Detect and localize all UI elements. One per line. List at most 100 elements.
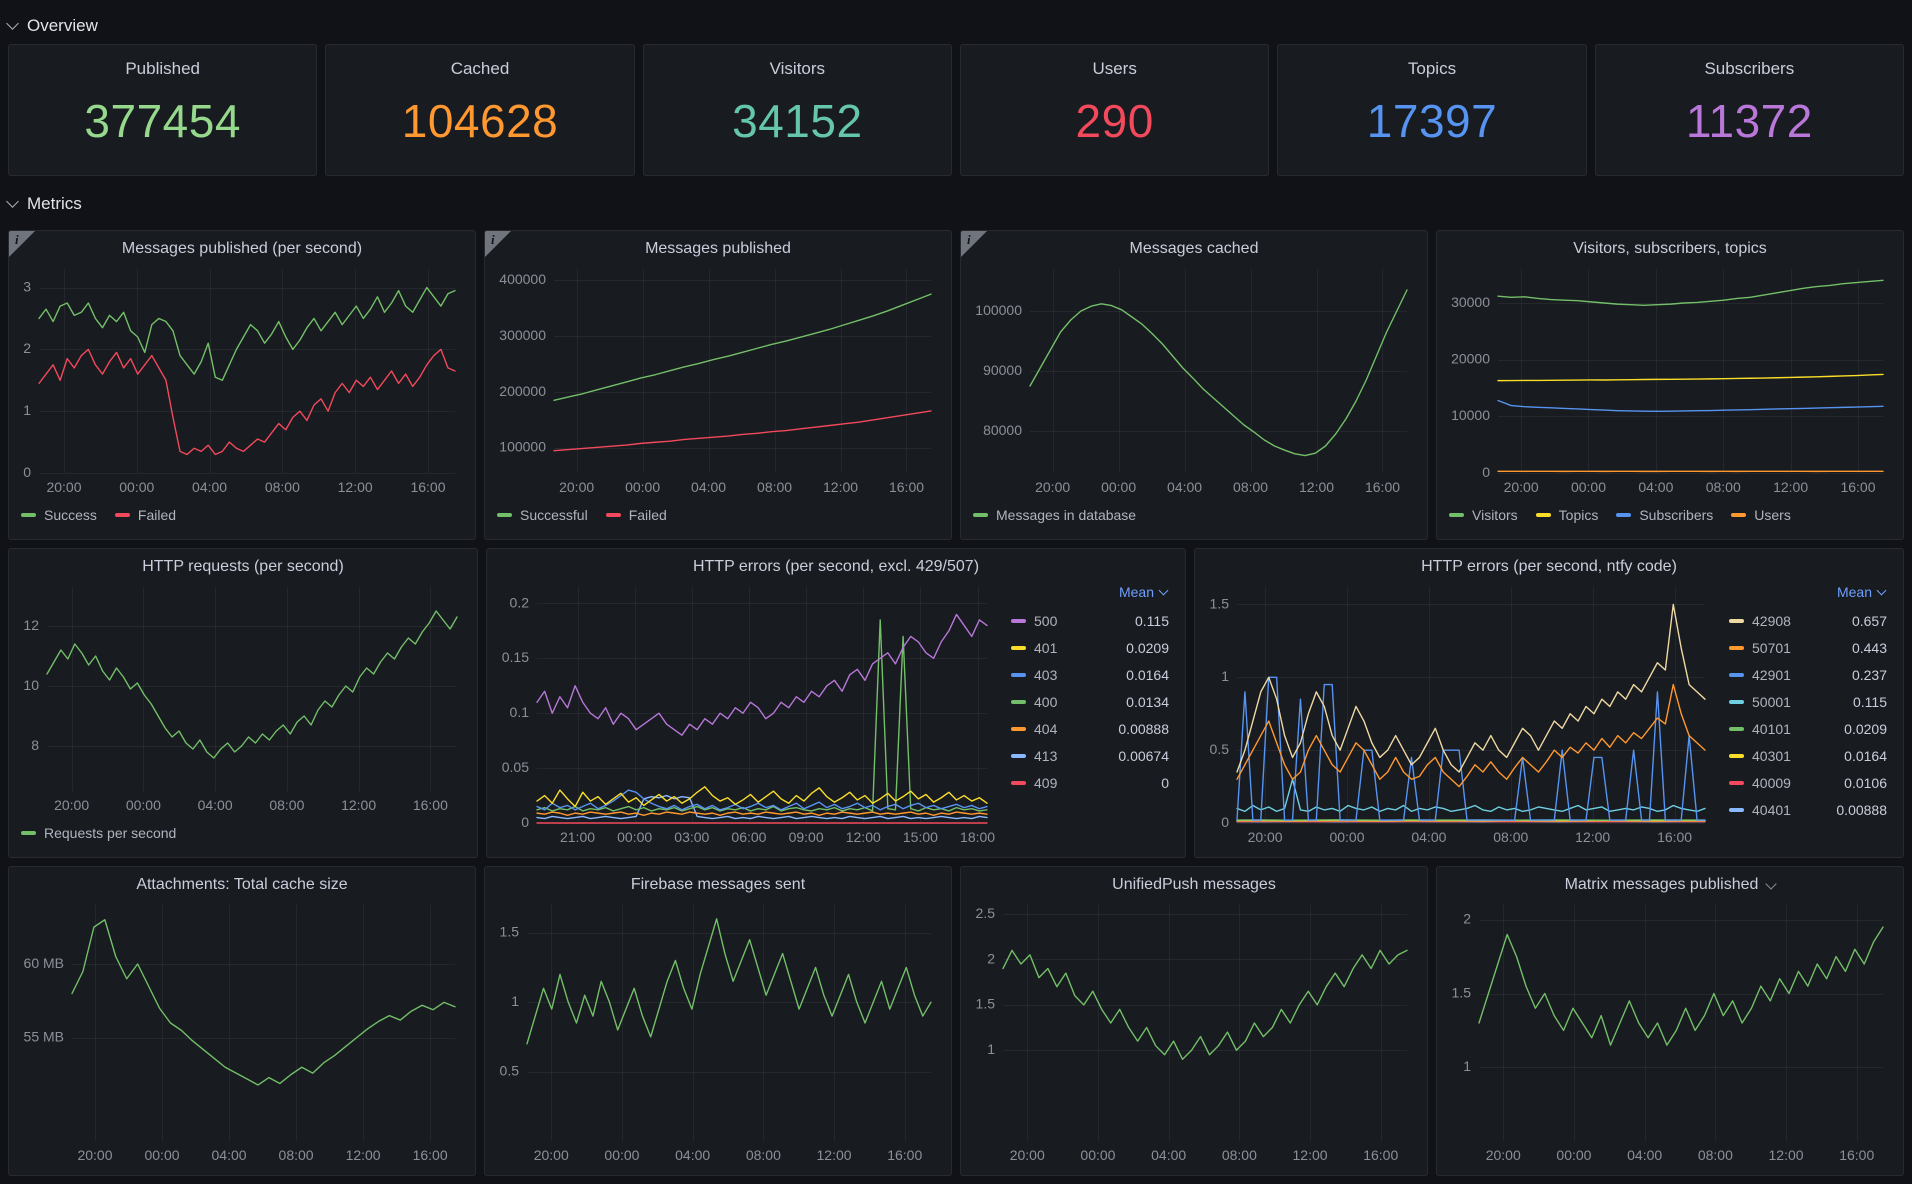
legend-row[interactable]: 500 0.115: [1011, 607, 1169, 634]
legend-row[interactable]: 42908 0.657: [1729, 607, 1887, 634]
chart-canvas[interactable]: [19, 261, 465, 501]
stat-panel-topics: Topics 17397: [1277, 44, 1587, 176]
chart-canvas[interactable]: [19, 897, 465, 1169]
metrics-row-2: HTTP requests (per second) Requests per …: [8, 548, 1904, 858]
legend-item[interactable]: Subscribers: [1616, 507, 1713, 523]
chart-messages-cached[interactable]: [971, 261, 1417, 501]
chart-canvas[interactable]: [495, 897, 941, 1169]
stat-value: 377454: [84, 95, 241, 147]
stat-label: Topics: [1407, 59, 1457, 78]
legend-swatch-icon: [1729, 618, 1744, 623]
panel-title[interactable]: Messages published: [645, 240, 791, 257]
legend-mean-header[interactable]: Mean: [1729, 581, 1887, 607]
legend-swatch-icon: [114, 513, 130, 517]
legend-row[interactable]: 403 0.0164: [1011, 661, 1169, 688]
panel-title[interactable]: UnifiedPush messages: [1112, 876, 1276, 893]
chart-canvas[interactable]: [971, 261, 1417, 501]
panel-title[interactable]: Messages published (per second): [121, 240, 363, 257]
row-header-overview[interactable]: Overview: [6, 8, 1904, 44]
chart-attachments-cache-size[interactable]: [19, 897, 465, 1169]
stat-value: 290: [1075, 95, 1154, 147]
legend-row[interactable]: 400 0.0134: [1011, 688, 1169, 715]
chevron-down-icon: [6, 17, 19, 30]
legend-item[interactable]: Failed: [605, 507, 667, 523]
chart-canvas[interactable]: [971, 897, 1417, 1169]
chart-legend: Success Failed: [19, 501, 465, 533]
panel-title[interactable]: Attachments: Total cache size: [136, 876, 348, 893]
panel-title[interactable]: HTTP errors (per second, excl. 429/507): [692, 558, 980, 575]
legend-item[interactable]: Messages in database: [973, 507, 1136, 523]
legend-mean-value: 0.443: [1851, 639, 1887, 656]
legend-swatch-icon: [973, 513, 988, 517]
legend-series-label: 40101: [1752, 720, 1791, 737]
chart-http-errors-excl[interactable]: [497, 579, 997, 851]
chart-matrix-messages[interactable]: [1447, 897, 1893, 1169]
chart-http-requests[interactable]: [19, 579, 467, 819]
legend-item[interactable]: Failed: [114, 507, 176, 523]
legend-series-label: 409: [1034, 774, 1058, 791]
legend-row[interactable]: 40009 0.0106: [1729, 769, 1887, 796]
legend-row[interactable]: 40301 0.0164: [1729, 742, 1887, 769]
chart-legend: Visitors Topics Subscribers Users: [1447, 501, 1893, 533]
panel-title[interactable]: Messages cached: [1129, 240, 1259, 257]
legend-item[interactable]: Successful: [497, 507, 588, 523]
legend-row[interactable]: 40401 0.00888: [1729, 796, 1887, 823]
legend-item[interactable]: Success: [21, 507, 97, 523]
chart-messages-published-per-second[interactable]: [19, 261, 465, 501]
panel-unifiedpush-messages: UnifiedPush messages: [960, 866, 1428, 1176]
chart-canvas[interactable]: [1205, 579, 1715, 851]
stat-panel-subscribers: Subscribers 11372: [1594, 44, 1904, 176]
chevron-down-icon: [1158, 585, 1169, 596]
chevron-down-icon[interactable]: [1765, 877, 1778, 890]
chart-messages-published[interactable]: [495, 261, 941, 501]
legend-swatch-icon: [1011, 699, 1026, 704]
legend-item[interactable]: Requests per second: [21, 825, 176, 841]
legend-row[interactable]: 401 0.0209: [1011, 634, 1169, 661]
chart-canvas[interactable]: [19, 579, 467, 819]
legend-swatch-icon: [1011, 672, 1026, 677]
legend-swatch-icon: [1729, 645, 1744, 650]
legend-item[interactable]: Visitors: [1449, 507, 1518, 523]
chart-canvas[interactable]: [497, 579, 997, 851]
chart-firebase-messages[interactable]: [495, 897, 941, 1169]
chart-visitors-subscribers-topics[interactable]: [1447, 261, 1893, 501]
panel-title[interactable]: Firebase messages sent: [630, 876, 806, 893]
legend-row[interactable]: 42901 0.237: [1729, 661, 1887, 688]
panel-title[interactable]: Visitors, subscribers, topics: [1573, 240, 1767, 257]
legend-item[interactable]: Users: [1731, 507, 1791, 523]
legend-row[interactable]: 404 0.00888: [1011, 715, 1169, 742]
legend-swatch-icon: [1731, 513, 1747, 517]
chart-unifiedpush-messages[interactable]: [971, 897, 1417, 1169]
chart-canvas[interactable]: [1447, 897, 1893, 1169]
legend-mean-value: 0.0209: [1844, 720, 1887, 737]
panel-messages-published-per-second: i Messages published (per second) Succes…: [8, 230, 476, 540]
panel-title-text: Matrix messages published: [1564, 876, 1759, 893]
legend-row[interactable]: 50701 0.443: [1729, 634, 1887, 661]
legend-row[interactable]: 409 0: [1011, 769, 1169, 796]
legend-mean-value: 0.0164: [1126, 666, 1169, 683]
chart-canvas[interactable]: [1447, 261, 1893, 501]
panel-title[interactable]: HTTP requests (per second): [142, 558, 344, 575]
row-header-metrics[interactable]: Metrics: [6, 186, 1904, 222]
legend-row[interactable]: 413 0.00674: [1011, 742, 1169, 769]
stat-label: Subscribers: [1704, 59, 1795, 78]
legend-series-label: 401: [1034, 639, 1058, 656]
panel-http-requests: HTTP requests (per second) Requests per …: [8, 548, 478, 858]
legend-series-label: 413: [1034, 747, 1058, 764]
panel-attachments-cache-size: Attachments: Total cache size: [8, 866, 476, 1176]
legend-mean-header[interactable]: Mean: [1011, 581, 1169, 607]
legend-series-label: 400: [1034, 693, 1058, 710]
chart-canvas[interactable]: [495, 261, 941, 501]
legend-row[interactable]: 50001 0.115: [1729, 688, 1887, 715]
legend-swatch-icon: [1535, 513, 1551, 517]
legend-mean-value: 0.657: [1851, 612, 1887, 629]
legend-mean-value: 0.0209: [1126, 639, 1169, 656]
legend-row[interactable]: 40101 0.0209: [1729, 715, 1887, 742]
panel-title[interactable]: HTTP errors (per second, ntfy code): [1421, 558, 1677, 575]
stat-panel-users: Users 290: [960, 44, 1270, 176]
chart-legend-table: Mean 500 0.115 401 0.0209 403 0.0164 400 0.0134 4…: [1001, 579, 1175, 851]
panel-title[interactable]: Matrix messages published: [1447, 867, 1893, 897]
chart-http-errors-ntfy[interactable]: [1205, 579, 1715, 851]
legend-swatch-icon: [1449, 513, 1464, 517]
legend-item[interactable]: Topics: [1535, 507, 1598, 523]
